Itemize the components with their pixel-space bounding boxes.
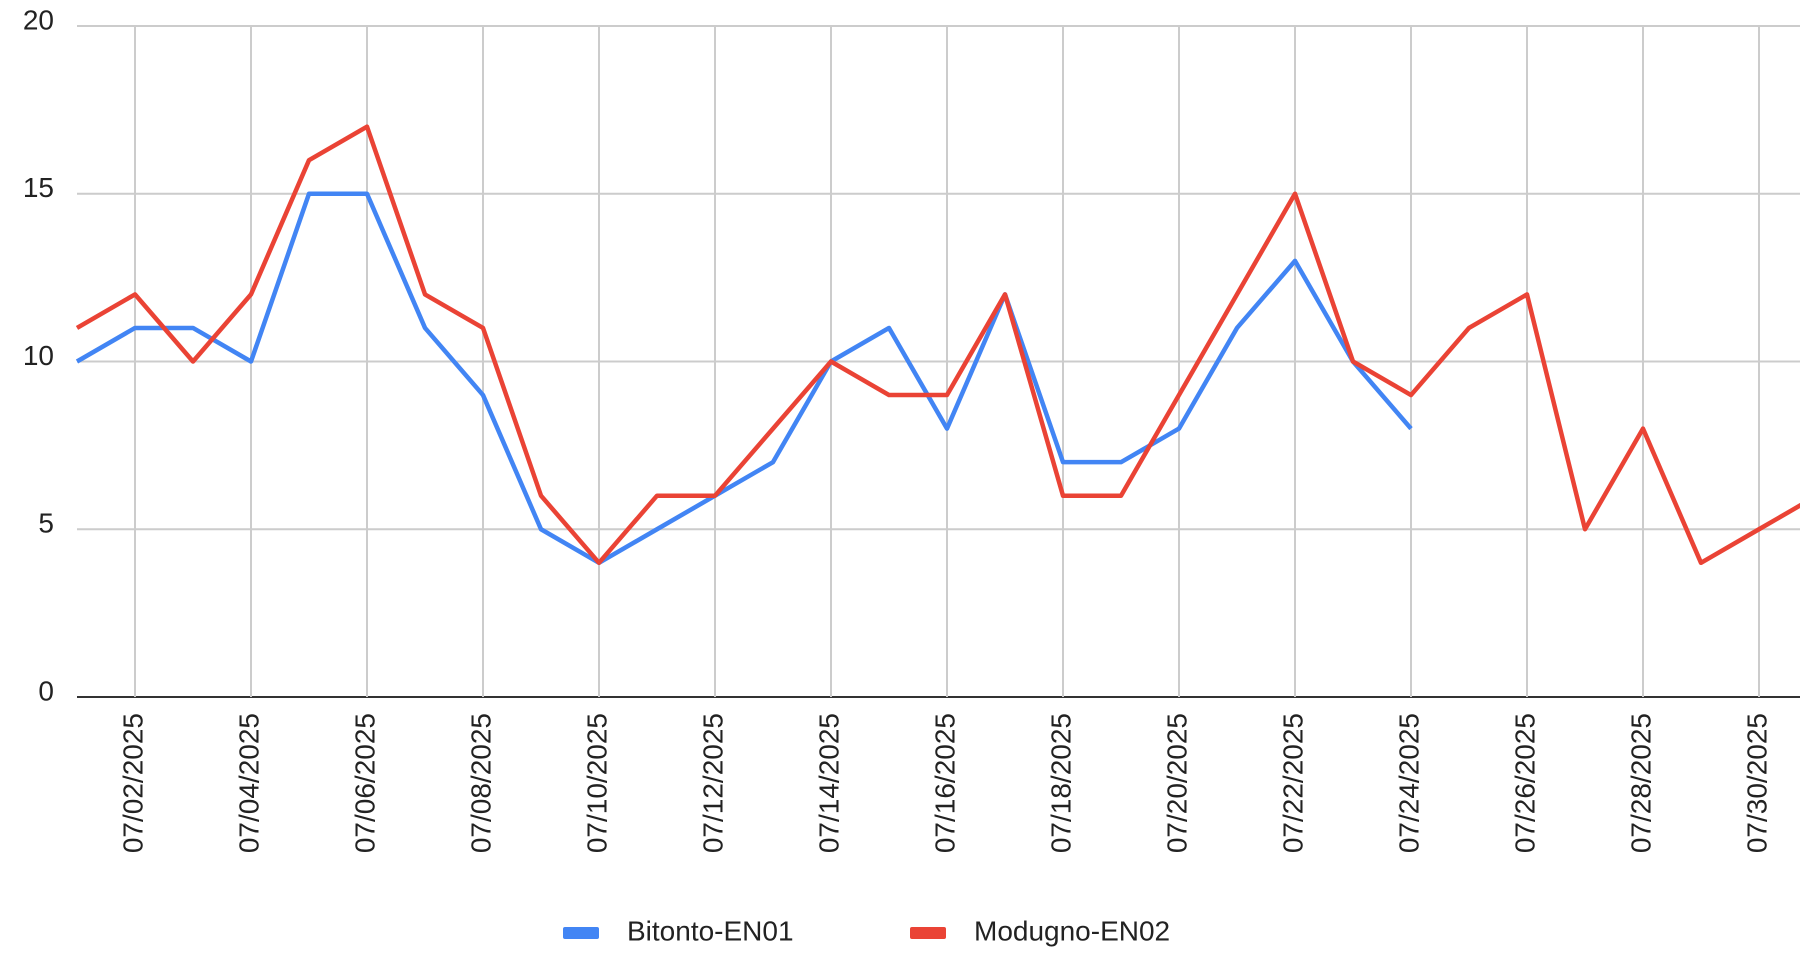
y-tick-label: 5 <box>38 508 54 539</box>
y-tick-label: 10 <box>23 340 54 371</box>
x-tick-label: 07/08/2025 <box>465 713 496 853</box>
legend-swatch <box>910 927 946 939</box>
x-tick-label: 07/16/2025 <box>929 713 960 853</box>
x-tick-label: 07/18/2025 <box>1045 713 1076 853</box>
x-tick-label: 07/20/2025 <box>1161 713 1192 853</box>
grid <box>77 25 1800 698</box>
series-line <box>75 191 1413 566</box>
legend-label: Modugno-EN02 <box>974 915 1170 946</box>
x-tick-label: 07/28/2025 <box>1625 713 1656 853</box>
labels: 0 5 10 15 20 07/02/2025 07/04/2025 07/06/2025 07… <box>23 4 1773 946</box>
x-tick-label: 07/30/2025 <box>1741 713 1772 853</box>
x-tick-label: 07/10/2025 <box>581 713 612 853</box>
x-tick-label: 07/06/2025 <box>349 713 380 853</box>
y-tick-label: 20 <box>23 4 54 35</box>
series-line <box>75 124 1800 566</box>
x-tick-label: 07/02/2025 <box>117 713 148 853</box>
y-tick-label: 15 <box>23 172 54 203</box>
x-tick-label: 07/24/2025 <box>1393 713 1424 853</box>
x-tick-label: 07/26/2025 <box>1509 713 1540 853</box>
y-tick-label: 0 <box>38 675 54 706</box>
legend-label: Bitonto-EN01 <box>627 915 794 946</box>
legend-swatch <box>563 927 599 939</box>
x-tick-label: 07/04/2025 <box>233 713 264 853</box>
x-tick-label: 07/14/2025 <box>813 713 844 853</box>
x-tick-label: 07/12/2025 <box>697 713 728 853</box>
plot-area <box>75 124 1800 566</box>
x-tick-label: 07/22/2025 <box>1277 713 1308 853</box>
